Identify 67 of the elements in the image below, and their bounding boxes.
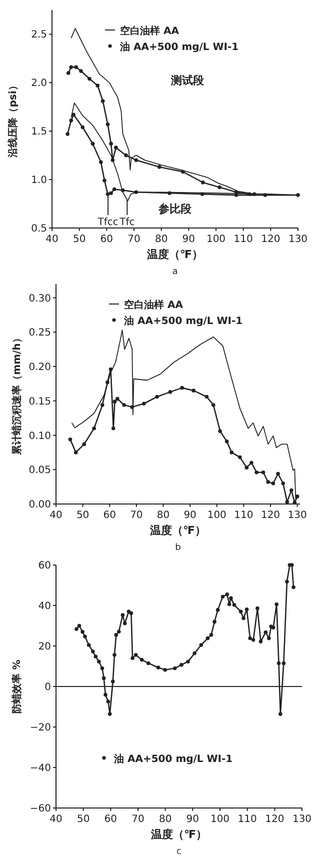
y-tick-label: 2.0: [31, 78, 47, 90]
y-tick-label: −40: [30, 763, 51, 774]
legend-label: 空白油样 AA: [124, 299, 184, 311]
y-tick-label: 20: [38, 642, 51, 652]
x-tick-label: 80: [158, 814, 172, 825]
legend-label: 空白油样 AA: [120, 25, 180, 37]
x-tick-label: 70: [130, 510, 143, 521]
x-tick-label: 100: [206, 234, 226, 245]
y-tick-label: 40: [38, 601, 51, 612]
annotation: 参比段: [158, 202, 192, 216]
y-tick-label: 0.15: [28, 396, 51, 408]
ref-line-label: Tfc: [118, 217, 135, 228]
y-tick-label: 0.25: [28, 328, 51, 339]
text: b: [175, 543, 182, 554]
x-tick-label: 70: [128, 234, 140, 245]
text: a: [172, 266, 178, 277]
y-tick-label: 2.5: [31, 30, 47, 41]
y-tick-label: 0.05: [28, 465, 51, 476]
x-tick-label: 60: [103, 510, 116, 521]
y-tick-label: 0.5: [31, 224, 47, 234]
x-tick-label: 110: [234, 510, 254, 521]
y-tick-label: 0.00: [28, 500, 51, 510]
x-tick-label: 130: [288, 510, 307, 521]
x-tick-label: 120: [261, 234, 280, 245]
x-tick-label: 120: [260, 510, 280, 521]
x-tick-label: 120: [265, 814, 284, 825]
y-tick-label: 0: [44, 682, 51, 693]
x-tick-label: 110: [234, 234, 253, 245]
legend-label: 油 AA+500 mg/L WI-1: [119, 41, 239, 53]
x-tick-label: 130: [288, 234, 308, 245]
x-tick-label: 60: [104, 814, 118, 825]
legend-label: 油 AA+500 mg/L WI-1: [113, 752, 233, 765]
x-tick-label: 100: [207, 510, 226, 521]
y-tick-label: 0.30: [28, 293, 51, 304]
text: c: [176, 847, 182, 858]
x-tick-label: 40: [50, 814, 62, 825]
x-tick-label: 40: [46, 234, 58, 245]
y-axis-title: 防蜡效率 %: [11, 660, 23, 714]
y-axis-title: 累计蜡沉积速率（mm/h）: [11, 333, 23, 456]
x-tick-label: 80: [154, 234, 168, 245]
x-tick-label: 80: [156, 510, 170, 521]
legend-label: 油 AA+500 mg/L WI-1: [123, 315, 243, 327]
x-tick-label: 90: [184, 510, 196, 521]
x-tick-label: 40: [50, 510, 62, 521]
y-tick-label: 60: [38, 560, 51, 572]
x-axis-title: 温度（℉）: [149, 524, 206, 537]
x-tick-label: 50: [72, 234, 86, 245]
x-tick-label: 60: [100, 234, 114, 245]
x-tick-label: 100: [210, 814, 230, 825]
y-axis-title: 沿线压降（psi）: [7, 80, 19, 158]
x-tick-label: 50: [76, 814, 90, 825]
y-tick-label: 0.20: [28, 362, 51, 373]
ref-line-label: Tfcc: [96, 217, 118, 228]
y-tick-label: −20: [30, 722, 51, 734]
x-tick-label: 110: [238, 814, 257, 825]
x-axis-title: 温度（℉）: [146, 248, 203, 261]
y-tick-label: 0.10: [28, 430, 51, 442]
x-tick-label: 70: [132, 814, 144, 825]
y-tick-label: 1.5: [31, 126, 47, 138]
x-tick-label: 50: [76, 510, 90, 521]
x-tick-label: 90: [182, 234, 196, 245]
x-tick-label: 90: [186, 814, 200, 825]
y-tick-label: 1.0: [31, 175, 47, 186]
y-tick-label: −60: [30, 804, 51, 814]
x-axis-title: 温度（℉）: [150, 828, 207, 841]
x-tick-label: 130: [292, 814, 312, 825]
annotation: 测试段: [170, 74, 205, 88]
